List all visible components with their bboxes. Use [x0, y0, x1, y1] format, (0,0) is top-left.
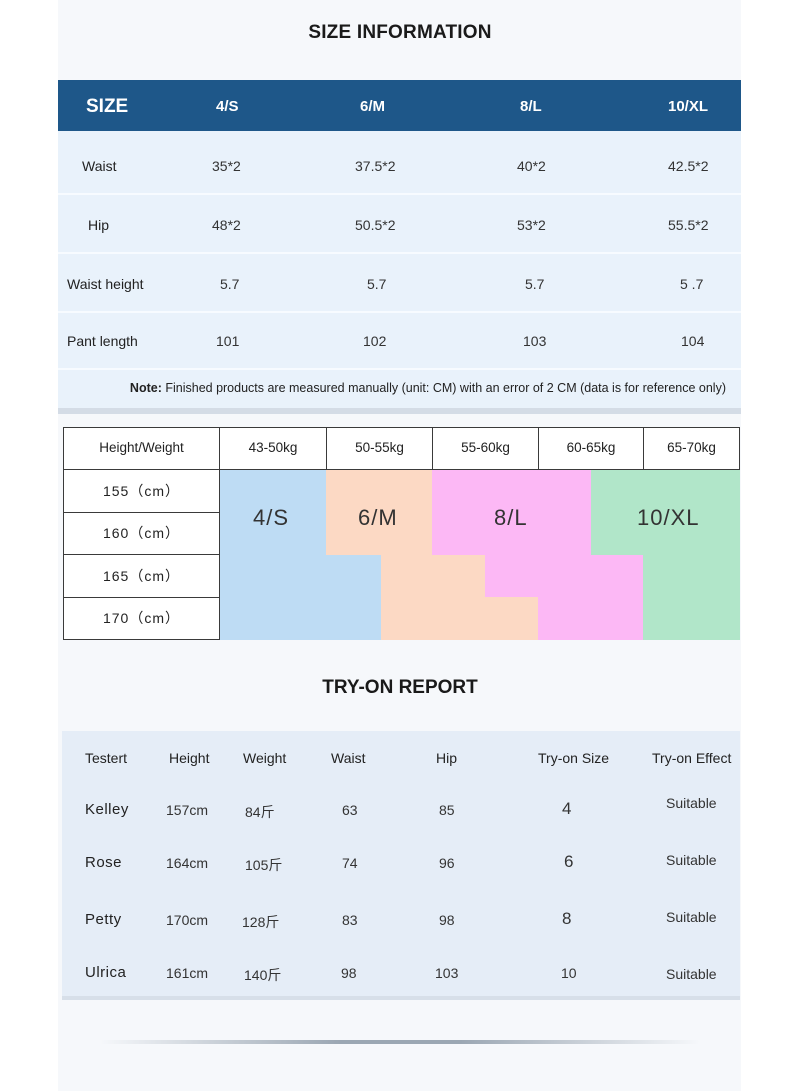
- table-cell: 63: [342, 802, 358, 818]
- try-on-effect: Suitable: [666, 966, 717, 982]
- bottom-divider: [100, 1040, 700, 1044]
- measurement-note: Note: Finished products are measured man…: [58, 378, 741, 398]
- column-header: Try-on Effect: [652, 750, 732, 766]
- table-cell: 103: [435, 965, 459, 981]
- table-cell: 105斤: [245, 857, 283, 873]
- table-cell: 140斤: [244, 967, 282, 983]
- try-on-effect: Suitable: [666, 795, 717, 811]
- tester-name: Ulrica: [85, 964, 127, 981]
- chart-corner-label: Height/Weight: [63, 427, 220, 470]
- size-region-l: [485, 555, 643, 597]
- size-table: SIZE 4/S 6/M 8/L 10/XL Waist 35*2 37.5*2…: [58, 80, 741, 414]
- table-cell: 74: [342, 855, 358, 871]
- column-header: Try-on Size: [538, 750, 610, 766]
- table-cell: 170cm: [166, 912, 209, 928]
- size-label-l: 8/L: [494, 505, 528, 530]
- size-row-hip: Hip 48*2 50.5*2 53*2 55.5*2: [58, 197, 741, 254]
- column-header: Waist: [331, 750, 366, 766]
- size-row-waist: Waist 35*2 37.5*2 40*2 42.5*2: [58, 138, 741, 195]
- weight-header: 50-55kg: [326, 427, 433, 470]
- table-cell: 96: [439, 855, 455, 871]
- table-cell: 85: [439, 802, 455, 818]
- table-cell: 5.7: [220, 276, 240, 292]
- size-label-m: 6/M: [358, 505, 398, 530]
- height-row-label: 160（cm）: [63, 512, 220, 555]
- try-on-table: Testert Height Weight Waist Hip Try-on S…: [62, 731, 740, 997]
- size-region-m: [326, 469, 432, 555]
- size-label-s: 4/S: [253, 505, 290, 530]
- size-region-l: [432, 469, 591, 555]
- note-label: Note:: [129, 381, 162, 395]
- try-on-effect: Suitable: [666, 909, 717, 925]
- table-cell: 5 .7: [680, 276, 704, 292]
- column-header: Height: [169, 750, 210, 766]
- height-row-label: 170（cm）: [63, 597, 220, 640]
- tester-name: Rose: [85, 854, 123, 871]
- row-label: Pant length: [67, 333, 138, 349]
- height-row-label: 155（cm）: [63, 469, 220, 513]
- height-row-label: 165（cm）: [63, 554, 220, 598]
- size-region-xl: [591, 469, 740, 555]
- try-on-title: TRY-ON REPORT: [322, 677, 478, 698]
- table-cell: 102: [363, 333, 387, 349]
- weight-header: 55-60kg: [432, 427, 539, 470]
- row-label: Waist: [82, 158, 117, 174]
- size-region-xl: [643, 555, 740, 640]
- table-cell: 35*2: [212, 158, 241, 174]
- size-header-xl: 10/XL: [668, 98, 709, 115]
- tester-name: Petty: [85, 911, 122, 928]
- weight-header: 60-65kg: [538, 427, 644, 470]
- try-on-effect: Suitable: [666, 852, 717, 868]
- note-text: Finished products are measured manually …: [161, 381, 726, 395]
- table-cell: 101: [216, 333, 240, 349]
- size-info-title: SIZE INFORMATION: [308, 22, 492, 43]
- table-cell: 164cm: [166, 855, 209, 871]
- size-table-header: SIZE 4/S 6/M 8/L 10/XL: [58, 80, 741, 131]
- table-cell: 53*2: [517, 217, 546, 233]
- size-region-m: [381, 555, 485, 640]
- size-table-shadow: [58, 408, 741, 414]
- table-cell: 161cm: [166, 965, 209, 981]
- table-cell: 128斤: [242, 914, 280, 930]
- size-header-l: 8/L: [520, 98, 542, 115]
- size-row-waist-height: Waist height 5.7 5.7 5.7 5 .7: [58, 256, 741, 313]
- table-cell: 42.5*2: [668, 158, 709, 174]
- size-header-m: 6/M: [360, 98, 386, 115]
- table-cell: 98: [439, 912, 455, 928]
- weight-header: 65-70kg: [643, 427, 740, 470]
- try-on-size: 10: [561, 965, 577, 981]
- try-on-size: 8: [562, 909, 572, 928]
- table-cell: 50.5*2: [355, 217, 396, 233]
- table-cell: 40*2: [517, 158, 546, 174]
- table-cell: 5.7: [367, 276, 387, 292]
- size-region-l: [538, 597, 643, 640]
- height-weight-chart: 4/S 6/M 8/L 10/XL Height/Weight 43-50kg …: [63, 427, 740, 640]
- row-label: Hip: [88, 217, 110, 233]
- table-cell: 5.7: [525, 276, 545, 292]
- table-cell: 37.5*2: [355, 158, 396, 174]
- size-label-xl: 10/XL: [637, 505, 700, 530]
- table-cell: 157cm: [166, 802, 209, 818]
- column-header: Weight: [243, 750, 287, 766]
- table-cell: 55.5*2: [668, 217, 709, 233]
- row-label: Waist height: [67, 276, 144, 292]
- table-cell: 48*2: [212, 217, 241, 233]
- column-header: Hip: [436, 750, 458, 766]
- table-cell: 84斤: [245, 804, 275, 820]
- size-row-pant-length: Pant length 101 102 103 104: [58, 313, 741, 370]
- weight-header: 43-50kg: [219, 427, 327, 470]
- try-on-table-shadow: [62, 996, 740, 1000]
- try-on-size: 4: [562, 799, 572, 818]
- table-cell: 83: [342, 912, 358, 928]
- size-header-s: 4/S: [216, 98, 239, 115]
- size-region-m: [485, 597, 538, 640]
- table-cell: 104: [681, 333, 705, 349]
- try-on-size: 6: [564, 852, 574, 871]
- column-header: Testert: [85, 750, 128, 766]
- size-header-label: SIZE: [86, 96, 129, 117]
- tester-name: Kelley: [85, 801, 129, 818]
- table-cell: 103: [523, 333, 547, 349]
- table-cell: 98: [341, 965, 357, 981]
